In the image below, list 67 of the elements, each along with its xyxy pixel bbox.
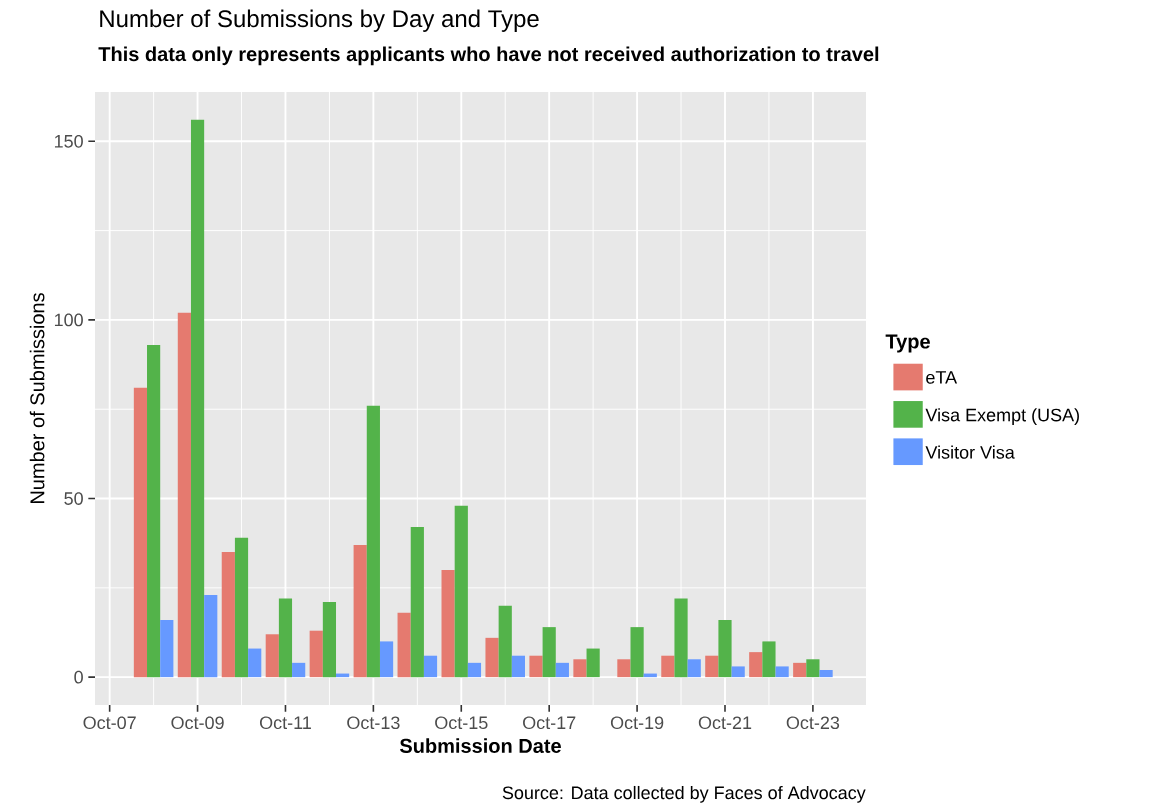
bar (775, 666, 789, 678)
bar (819, 669, 833, 678)
bar (221, 552, 235, 678)
x-tick-label: Oct-23 (786, 716, 840, 730)
bar (133, 387, 148, 678)
bar (542, 627, 556, 678)
x-tick-label: Oct-19 (610, 716, 664, 730)
bar (586, 648, 600, 678)
bar (718, 619, 732, 678)
chart-subtitle: This data only represents applicants who have not received authorization to travel (98, 46, 879, 66)
bar (234, 537, 249, 678)
bar (322, 602, 337, 678)
bar (309, 630, 323, 678)
bar (511, 655, 526, 678)
bar (529, 655, 543, 678)
x-tick-label: Oct-15 (435, 716, 488, 730)
bar (190, 119, 205, 678)
bar (410, 527, 424, 678)
bar (731, 666, 745, 678)
bar (467, 662, 482, 678)
x-tick-label: Oct-07 (83, 716, 136, 730)
bar (573, 659, 587, 678)
bar (498, 605, 512, 678)
bar (705, 655, 719, 678)
bar (793, 662, 807, 678)
bar (423, 655, 438, 678)
bar (366, 405, 380, 678)
bar (177, 312, 191, 678)
bar (292, 662, 306, 678)
bar (379, 641, 394, 678)
bar (265, 634, 279, 678)
bar (204, 594, 218, 678)
y-tick-label: 0 (74, 670, 83, 684)
bar (160, 619, 174, 678)
bar (454, 505, 468, 678)
bar (806, 659, 820, 678)
bar (630, 627, 644, 678)
y-tick-label: 50 (64, 492, 83, 505)
legend-label: Visa Exempt (USA) (925, 408, 1079, 425)
legend-label: Visitor Visa (925, 445, 1015, 459)
bar (397, 612, 411, 678)
x-tick-label: Oct-17 (523, 716, 576, 730)
bar (353, 544, 367, 678)
legend-label: eTA (926, 371, 958, 384)
bar (485, 637, 499, 678)
bar (749, 652, 763, 678)
y-tick-label: 100 (54, 313, 83, 327)
legend-title: Type (885, 334, 930, 353)
bar (555, 662, 569, 678)
x-axis-title: Submission Date (399, 738, 561, 753)
x-tick-label: Oct-11 (259, 716, 311, 730)
y-axis-title: Number of Submissions (29, 293, 45, 504)
x-tick-label: Oct-13 (347, 716, 400, 730)
bar (278, 598, 293, 678)
bar (661, 655, 675, 678)
bar (147, 344, 161, 678)
source-note: Source: Data collected by Faces of Advocacy (502, 785, 866, 803)
x-tick-label: Oct-21 (698, 716, 752, 730)
bar (674, 598, 688, 678)
bar (248, 648, 262, 678)
bar (762, 641, 776, 678)
bar (441, 569, 455, 678)
bar (687, 659, 701, 678)
x-tick-label: Oct-09 (171, 716, 224, 730)
bar (617, 659, 631, 678)
y-tick-label: 150 (54, 134, 83, 148)
chart-title: Number of Submissions by Day and Type (100, 9, 539, 32)
